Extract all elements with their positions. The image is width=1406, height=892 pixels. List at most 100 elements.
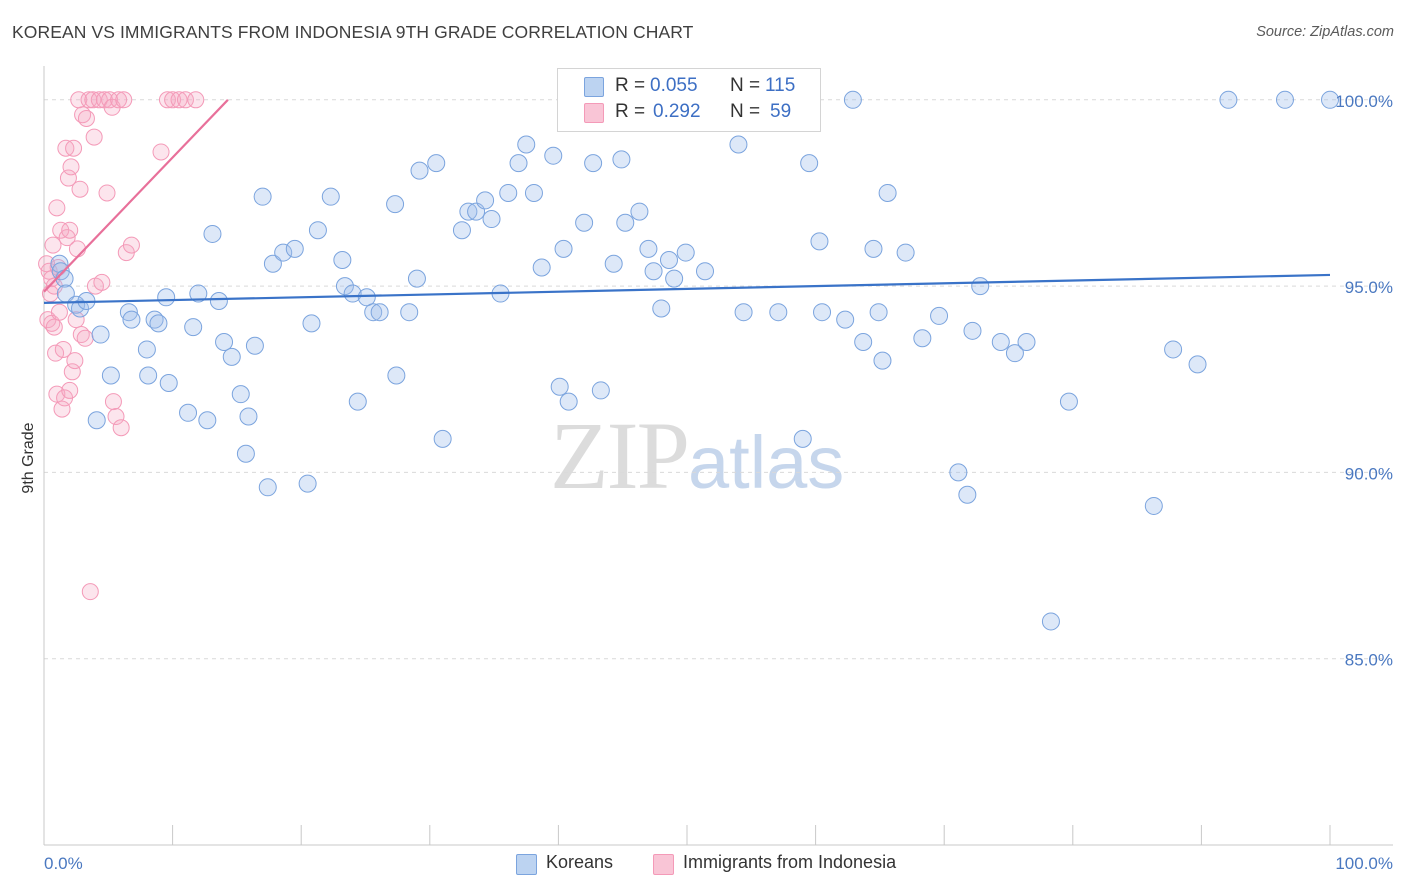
- bottom-indonesia-swatch: [653, 854, 674, 875]
- koreans-point-52: [433, 429, 452, 448]
- y-tick-label-2: 95.0%: [1345, 278, 1393, 297]
- indonesia-point-46: [104, 393, 122, 411]
- y-tick-label-1: 90.0%: [1345, 464, 1393, 483]
- koreans-trend-line: [43, 273, 1331, 304]
- koreans-point-98: [913, 329, 932, 348]
- koreans-point-45: [370, 303, 389, 322]
- koreans-point-51: [427, 154, 446, 173]
- indonesia-point-25: [65, 139, 83, 157]
- koreans-point-19: [184, 318, 203, 337]
- koreans-point-12: [137, 340, 156, 359]
- koreans-point-35: [298, 474, 317, 493]
- koreans-point-32: [263, 254, 282, 273]
- koreans-point-33: [274, 243, 293, 262]
- y-tick-label-3: 100.0%: [1335, 92, 1393, 111]
- koreans-point-43: [357, 288, 376, 307]
- indonesia-point-35: [80, 91, 98, 109]
- koreans-point-78: [659, 251, 678, 270]
- bottom-koreans-label: Koreans: [546, 852, 614, 872]
- indonesia-point-30: [71, 180, 89, 198]
- chart-title: KOREAN VS IMMIGRANTS FROM INDONESIA 9TH …: [12, 22, 694, 42]
- indonesia-point-57: [176, 91, 194, 109]
- indonesia-point-37: [84, 91, 102, 109]
- koreans-point-39: [333, 251, 352, 270]
- koreans-point-96: [878, 183, 897, 202]
- koreans-point-90: [836, 310, 855, 329]
- watermark-zip: ZIP: [550, 402, 690, 509]
- koreans-point-17: [159, 373, 178, 392]
- grid-lines: [44, 99, 1382, 660]
- koreans-point-99: [930, 306, 949, 325]
- koreans-point-76: [644, 262, 663, 281]
- koreans-point-94: [869, 303, 888, 322]
- indonesia-point-16: [54, 340, 72, 358]
- koreans-point-65: [550, 377, 569, 396]
- indonesia-point-47: [107, 408, 125, 426]
- koreans-point-18: [179, 403, 198, 422]
- chart-source: Source: ZipAtlas.com: [1256, 24, 1394, 40]
- koreans-point-36: [302, 314, 321, 333]
- indonesia-point-6: [44, 236, 62, 254]
- koreans-point-44: [364, 303, 383, 322]
- koreans-point-63: [532, 258, 551, 277]
- indonesia-point-55: [164, 91, 182, 109]
- indonesia-point-58: [187, 91, 205, 109]
- indonesia-point-48: [110, 91, 128, 109]
- koreans-point-104: [991, 332, 1010, 351]
- koreans-point-62: [524, 183, 543, 202]
- koreans-point-49: [407, 269, 426, 288]
- x-tick-label-end: 100.0%: [1335, 854, 1393, 873]
- koreans-point-22: [203, 224, 222, 243]
- koreans-point-26: [231, 385, 250, 404]
- axes: [43, 66, 1393, 846]
- koreans-point-11: [122, 310, 141, 329]
- koreans-point-112: [1219, 90, 1238, 109]
- indonesia-point-43: [98, 184, 116, 202]
- watermark: ZIPatlas: [550, 400, 844, 511]
- koreans-swatch: [584, 77, 604, 97]
- koreans-point-37: [308, 221, 327, 240]
- koreans-point-91: [843, 90, 862, 109]
- koreans-point-28: [239, 407, 258, 426]
- koreans-r-label: R =: [615, 75, 646, 96]
- koreans-point-46: [386, 195, 405, 214]
- koreans-point-75: [639, 239, 658, 258]
- koreans-point-97: [896, 243, 915, 262]
- koreans-point-92: [854, 332, 873, 351]
- indonesia-point-28: [68, 240, 86, 258]
- koreans-point-88: [810, 232, 829, 251]
- koreans-point-72: [612, 150, 631, 169]
- koreans-point-42: [348, 392, 367, 411]
- koreans-point-113: [1275, 90, 1294, 109]
- indonesia-point-9: [47, 344, 65, 362]
- koreans-point-77: [652, 299, 671, 318]
- koreans-point-27: [236, 444, 255, 463]
- koreans-point-107: [1041, 612, 1060, 631]
- koreans-point-95: [873, 351, 892, 370]
- koreans-point-8: [91, 325, 110, 344]
- koreans-point-74: [630, 202, 649, 221]
- koreans-point-100: [949, 463, 968, 482]
- koreans-point-40: [335, 277, 354, 296]
- koreans-point-38: [321, 187, 340, 206]
- koreans-point-93: [864, 239, 883, 258]
- koreans-point-23: [209, 292, 228, 311]
- koreans-point-13: [139, 366, 158, 385]
- indonesia-point-38: [85, 128, 103, 146]
- indonesia-point-34: [77, 109, 95, 127]
- koreans-point-105: [1005, 344, 1024, 363]
- indonesia-points: [38, 91, 205, 601]
- indonesia-point-52: [122, 236, 140, 254]
- koreans-point-64: [544, 146, 563, 165]
- koreans-point-24: [215, 332, 234, 351]
- koreans-point-82: [696, 262, 715, 281]
- indonesia-r-value: 0.292: [653, 101, 701, 122]
- koreans-point-61: [517, 135, 536, 154]
- x-tick-label-start: 0.0%: [44, 854, 83, 873]
- koreans-point-66: [554, 239, 573, 258]
- koreans-point-56: [476, 191, 495, 210]
- koreans-point-79: [665, 269, 684, 288]
- indonesia-point-40: [90, 91, 108, 109]
- indonesia-point-56: [170, 91, 188, 109]
